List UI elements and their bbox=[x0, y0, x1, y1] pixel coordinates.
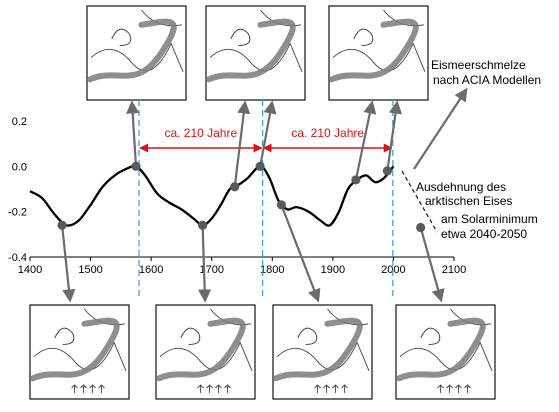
map-connector-arrows bbox=[61, 100, 445, 303]
map-connector-arrow bbox=[280, 204, 321, 303]
data-point-marker bbox=[382, 166, 392, 176]
map-connector-arrow bbox=[233, 100, 251, 187]
map-thumbnails-bottom bbox=[29, 304, 496, 400]
solar-annotation-leader bbox=[401, 170, 438, 233]
map-thumbnail bbox=[272, 304, 373, 400]
data-point-marker bbox=[416, 222, 426, 233]
x-tick-label: 2100 bbox=[442, 264, 466, 276]
y-tick-label: -0.4 bbox=[8, 252, 27, 264]
period-span-label: ca. 210 Jahre bbox=[164, 126, 237, 140]
data-point-marker bbox=[351, 175, 361, 185]
data-point-marker bbox=[198, 220, 208, 230]
period-spans: ca. 210 Jahre ca. 210 Jahre bbox=[139, 126, 393, 153]
y-tick-label: -0.2 bbox=[8, 207, 27, 219]
map-connector-arrow bbox=[126, 100, 140, 167]
axes: 14001500160017001800190020002100 0.20.0-… bbox=[8, 116, 466, 276]
x-tick-label: 1900 bbox=[321, 264, 345, 276]
x-axis-ticks: 14001500160017001800190020002100 bbox=[18, 257, 466, 276]
ice-annotation-line1: Ausdehnung des bbox=[416, 180, 506, 194]
melt-annotation-arrow bbox=[413, 87, 468, 170]
x-tick-label: 1800 bbox=[260, 264, 284, 276]
x-tick-label: 1500 bbox=[78, 264, 102, 276]
solar-annotation-line2: etwa 2040-2050 bbox=[441, 227, 527, 241]
map-thumbnail bbox=[395, 304, 496, 400]
data-point-marker bbox=[276, 200, 286, 210]
map-connector-arrow bbox=[419, 227, 445, 303]
y-axis-ticks: 0.2 0.0 -0.2 -0.4 bbox=[8, 116, 27, 264]
x-tick-label: 1600 bbox=[139, 264, 163, 276]
data-point-marker bbox=[131, 161, 141, 171]
map-thumbnail bbox=[328, 5, 429, 101]
map-connector-arrow bbox=[354, 100, 377, 181]
map-thumbnails-top bbox=[86, 5, 429, 101]
melt-annotation-line2: nach ACIA Modellen bbox=[433, 73, 541, 87]
map-thumbnail bbox=[205, 5, 306, 101]
x-tick-label: 1400 bbox=[18, 264, 42, 276]
ice-extent-curve bbox=[29, 164, 395, 227]
map-thumbnail bbox=[29, 304, 130, 400]
data-markers bbox=[57, 161, 426, 233]
solar-annotation-line1: am Solarminimum bbox=[441, 212, 538, 226]
map-connector-arrow bbox=[61, 225, 76, 303]
map-connector-arrow bbox=[259, 100, 277, 167]
y-tick-label: 0.0 bbox=[12, 161, 27, 173]
map-thumbnail bbox=[155, 304, 256, 400]
melt-annotation-line1: Eismeerschmelze bbox=[431, 58, 526, 72]
annotations: Eismeerschmelze nach ACIA Modellen Ausde… bbox=[401, 58, 541, 241]
y-tick-label: 0.2 bbox=[12, 116, 27, 128]
map-connector-arrow bbox=[198, 225, 212, 303]
data-point-marker bbox=[57, 220, 67, 230]
period-span-label: ca. 210 Jahre bbox=[291, 126, 364, 140]
map-connector-arrow bbox=[386, 100, 403, 172]
data-point-marker bbox=[255, 161, 265, 171]
map-thumbnail bbox=[86, 5, 187, 101]
x-tick-label: 1700 bbox=[199, 264, 223, 276]
data-point-marker bbox=[230, 182, 240, 192]
ice-annotation-line2: arktischen Eises bbox=[425, 194, 512, 208]
